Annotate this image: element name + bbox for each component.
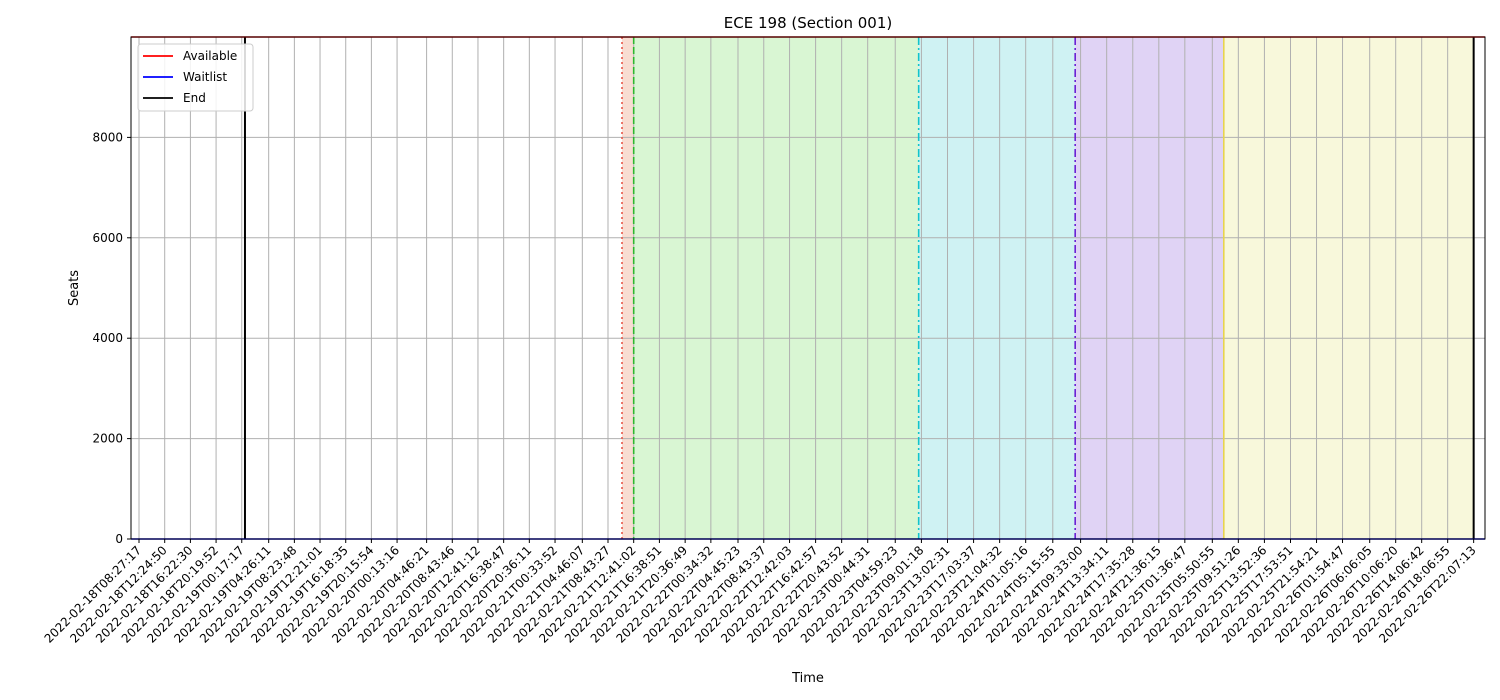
legend-label-waitlist: Waitlist [183, 70, 227, 84]
x-axis-label: Time [791, 671, 824, 686]
y-tick-label: 6000 [92, 231, 123, 245]
shaded-region-0 [622, 37, 634, 539]
vertical-markers [243, 37, 1475, 539]
legend-label-available: Available [183, 49, 237, 63]
y-tick-label: 2000 [92, 432, 123, 446]
y-axis-label: Seats [67, 270, 82, 306]
chart-title: ECE 198 (Section 001) [724, 14, 892, 32]
legend-label-end: End [183, 91, 206, 105]
plot-frame [130, 36, 1486, 540]
shaded-region-2 [918, 37, 1076, 539]
legend: Available Waitlist End [137, 43, 254, 112]
y-axis-ticks: 0 2000 4000 6000 8000 [92, 130, 131, 546]
shaded-regions [622, 37, 1474, 539]
grid [131, 37, 1485, 540]
y-tick-label: 4000 [92, 331, 123, 345]
shaded-region-4 [1223, 37, 1474, 539]
y-tick-label: 8000 [92, 130, 123, 144]
y-tick-label: 0 [115, 532, 123, 546]
x-axis-ticks: 2022-02-18T08:27:172022-02-18T12:24:5020… [42, 539, 1479, 646]
legend-box [137, 43, 254, 112]
shaded-region-3 [1075, 37, 1224, 539]
shaded-region-1 [633, 37, 919, 539]
